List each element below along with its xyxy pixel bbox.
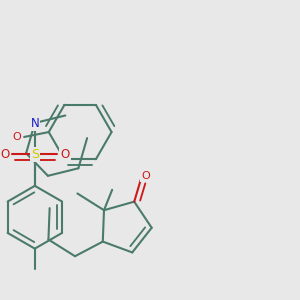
Text: N: N: [31, 116, 39, 130]
Text: O: O: [0, 148, 9, 161]
Text: O: O: [141, 171, 150, 181]
Text: O: O: [60, 148, 70, 161]
Text: O: O: [12, 132, 21, 142]
Text: S: S: [31, 148, 39, 161]
